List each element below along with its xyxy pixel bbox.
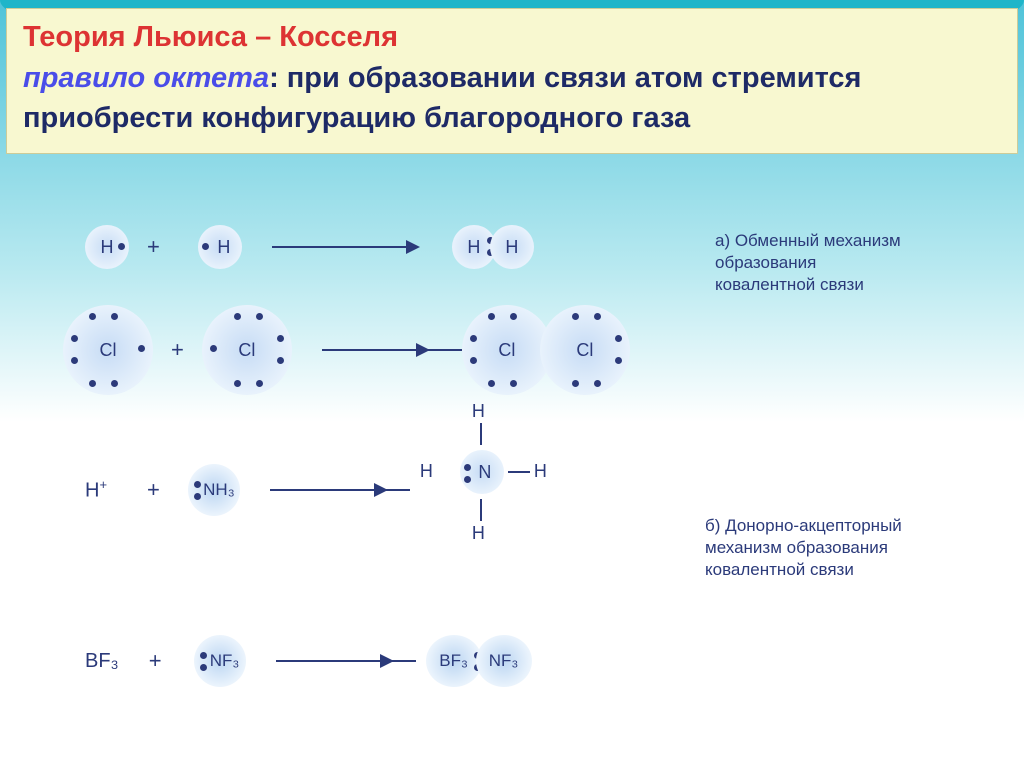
atom-label: Cl xyxy=(100,340,117,361)
plus-symbol: + xyxy=(147,477,160,503)
electron-dot xyxy=(118,243,125,250)
plus-symbol: + xyxy=(147,234,160,260)
header-box: Теория Льюиса – Косселя правило октета: … xyxy=(6,8,1018,154)
electron-dot xyxy=(194,493,201,500)
electron-dot xyxy=(572,380,579,387)
atom-label: NF₃ xyxy=(489,651,519,671)
electron-dot xyxy=(234,380,241,387)
electron-dot xyxy=(510,380,517,387)
electron-dot xyxy=(200,664,207,671)
nh4-center-n: N xyxy=(460,450,504,494)
slide-title: Теория Льюиса – Косселя xyxy=(23,17,1001,58)
atom-label: NF₃ xyxy=(210,651,240,671)
bond-line xyxy=(480,423,482,445)
reaction-row-bf3nf3: BF₃ + NF₃ BF₃ NF₃ xyxy=(85,635,935,687)
h-plus-label: H+ xyxy=(85,477,107,503)
atom-label: H xyxy=(467,237,480,258)
product-h2: H H xyxy=(452,225,534,269)
atom-label: Cl xyxy=(498,340,515,361)
atom-label: H xyxy=(505,237,518,258)
electron-dot xyxy=(89,380,96,387)
atom-label: NH₃ xyxy=(203,480,234,500)
atom-label: N xyxy=(478,462,491,483)
electron-dot xyxy=(488,380,495,387)
electron-dot xyxy=(277,335,284,342)
bond-line xyxy=(480,499,482,521)
electron-dot xyxy=(615,335,622,342)
atom-cl-right: Cl xyxy=(202,305,292,395)
plus-symbol: + xyxy=(171,337,184,363)
nh4-h-right: H xyxy=(534,461,547,482)
electron-dot xyxy=(572,313,579,320)
electron-dot xyxy=(488,313,495,320)
nh4-h-left: H xyxy=(420,461,433,482)
atom-h-right: H xyxy=(198,225,242,269)
electron-dot xyxy=(510,313,517,320)
reaction-arrow xyxy=(276,651,396,671)
product-nh4: H H N H H xyxy=(410,405,550,535)
nh4-h-top: H xyxy=(472,401,485,422)
atom-cl: Cl xyxy=(462,305,552,395)
product-cl2: Cl Cl xyxy=(462,305,630,395)
electron-dot xyxy=(210,345,217,352)
nh4-h-bottom: H xyxy=(472,523,485,544)
atom-label: Cl xyxy=(238,340,255,361)
electron-dot xyxy=(464,464,471,471)
reaction-arrow xyxy=(322,340,432,360)
label-donor-acceptor: б) Донорно-акцепторный механизм образова… xyxy=(705,515,925,581)
electron-dot xyxy=(277,357,284,364)
subtitle-emphasis: правило октета xyxy=(23,62,269,94)
electron-dot xyxy=(202,243,209,250)
reaction-arrow xyxy=(270,480,390,500)
electron-dot xyxy=(256,313,263,320)
electron-dot xyxy=(470,357,477,364)
electron-dot xyxy=(111,313,118,320)
atom-cl: Cl xyxy=(540,305,630,395)
atom-label: H xyxy=(101,237,114,258)
atom-nf3: NF₃ xyxy=(194,635,246,687)
electron-dot xyxy=(138,345,145,352)
electron-dot xyxy=(594,313,601,320)
electron-dot xyxy=(194,481,201,488)
electron-dot xyxy=(71,335,78,342)
reaction-arrow xyxy=(272,237,422,257)
electron-dot xyxy=(234,313,241,320)
electron-dot xyxy=(89,313,96,320)
atom-h-left: H xyxy=(85,225,129,269)
electron-dot xyxy=(256,380,263,387)
reaction-row-cl2: Cl + Cl Cl xyxy=(85,305,935,395)
diagram-area: H + H H H Cl xyxy=(85,225,935,745)
atom-nf3-prod: NF₃ xyxy=(476,635,532,687)
electron-dot xyxy=(594,380,601,387)
atom-bf3-prod: BF₃ xyxy=(426,635,482,687)
atom-label: Cl xyxy=(576,340,593,361)
electron-dot xyxy=(615,357,622,364)
bond-line xyxy=(508,471,530,473)
atom-label: BF₃ xyxy=(439,651,468,671)
slide-subtitle: правило октета: при образовании связи ат… xyxy=(23,58,1001,139)
electron-dot xyxy=(111,380,118,387)
atom-cl-left: Cl xyxy=(63,305,153,395)
label-exchange-mechanism: а) Обменный механизм образования ковален… xyxy=(715,230,915,296)
atom-label: H xyxy=(217,237,230,258)
atom-nh3: NH₃ xyxy=(188,464,240,516)
plus-symbol: + xyxy=(149,648,162,674)
electron-dot xyxy=(200,652,207,659)
atom-h: H xyxy=(490,225,534,269)
bf3-label: BF₃ xyxy=(85,650,119,673)
electron-dot xyxy=(71,357,78,364)
product-bf3nf3: BF₃ NF₃ xyxy=(426,635,532,687)
electron-dot xyxy=(464,476,471,483)
electron-dot xyxy=(470,335,477,342)
